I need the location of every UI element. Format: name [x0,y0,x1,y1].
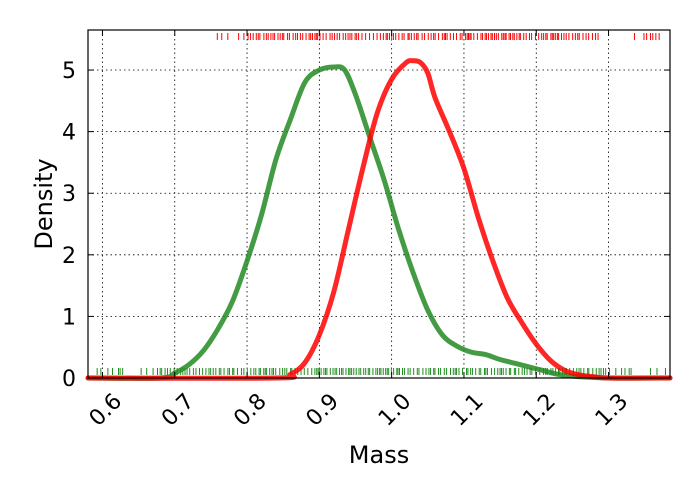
rug-top [216,33,660,40]
x-tick-label: 0.9 [302,389,344,431]
red-density-curve [85,58,673,381]
plot-frame [87,29,671,379]
y-tick-label: 1 [62,305,76,330]
x-tick-label: 0.7 [157,389,199,431]
y-tick-label: 2 [62,244,76,269]
x-tick-label: 1.3 [591,389,633,431]
x-tick-label: 1.0 [374,389,416,431]
grid-lines [88,30,670,379]
y-tick-label: 5 [62,59,76,84]
x-tick-label: 1.1 [446,389,488,431]
x-tick-label: 0.6 [85,389,127,431]
density-curves [85,58,673,381]
x-tick-label: 0.8 [229,389,271,431]
y-axis-label: Density [30,158,58,249]
y-tick-label: 4 [62,121,76,146]
x-axis-label: Mass [349,441,409,469]
x-tick-label: 1.2 [519,389,561,431]
y-tick-label: 3 [62,182,76,207]
y-tick-label: 0 [62,367,76,392]
rug-marks [96,33,666,375]
